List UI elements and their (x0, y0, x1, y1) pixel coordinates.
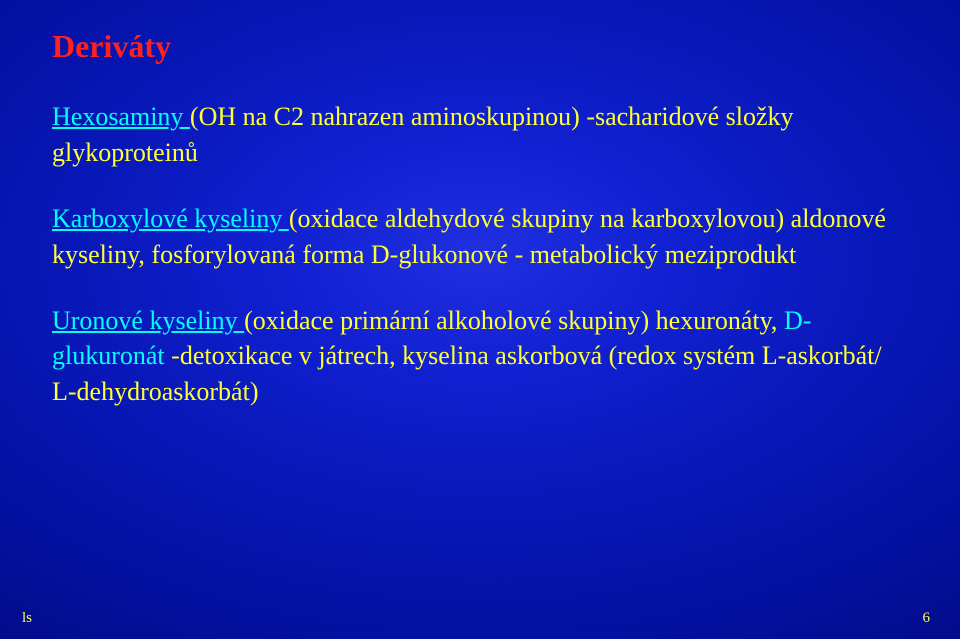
paragraph-hexosaminy: Hexosaminy (OH na C2 nahrazen aminoskupi… (52, 99, 908, 171)
slide-title: Deriváty (52, 28, 908, 65)
text-uronove-2: -detoxikace v játrech, kyselina askorbov… (52, 341, 882, 406)
paragraph-karboxylove: Karboxylové kyseliny (oxidace aldehydové… (52, 201, 908, 273)
label-hexosaminy: Hexosaminy (52, 102, 190, 131)
slide: Deriváty Hexosaminy (OH na C2 nahrazen a… (0, 0, 960, 639)
label-karboxylove: Karboxylové kyseliny (52, 204, 289, 233)
label-uronove: Uronové kyseliny (52, 306, 244, 335)
footer-author: ls (22, 610, 32, 627)
text-uronove-1: (oxidace primární alkoholové skupiny) he… (244, 306, 784, 335)
paragraph-uronove: Uronové kyseliny (oxidace primární alkoh… (52, 303, 908, 411)
footer-page-number: 6 (923, 610, 931, 627)
